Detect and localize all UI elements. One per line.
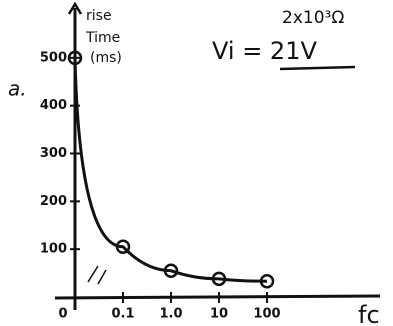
x-tick-label: 10 bbox=[210, 307, 228, 322]
point bbox=[163, 263, 179, 278]
axis-arrow bbox=[67, 1, 83, 15]
point bbox=[259, 273, 275, 289]
resistance: 2x10³Ω bbox=[282, 8, 344, 28]
x-axis bbox=[54, 294, 381, 300]
y-tick-label: 500 bbox=[40, 50, 67, 65]
x-tick-label: 0 bbox=[58, 307, 67, 322]
curve bbox=[73, 57, 268, 283]
x-tick-label: 1.0 bbox=[159, 307, 182, 322]
y-tick-label: 200 bbox=[40, 194, 67, 209]
y-tick-label: 100 bbox=[40, 242, 67, 257]
point bbox=[211, 271, 227, 287]
x-tick-label: 100 bbox=[253, 307, 280, 322]
x-axis-label: fc bbox=[358, 301, 380, 326]
y-axis-label: rise bbox=[86, 8, 112, 24]
scribble bbox=[87, 265, 107, 285]
underline bbox=[279, 65, 356, 71]
y-axis-label: (ms) bbox=[90, 50, 122, 66]
y-axis-label: Time bbox=[85, 30, 120, 46]
point bbox=[67, 50, 83, 66]
voltage: Vi = 21V bbox=[212, 37, 317, 65]
point bbox=[115, 239, 131, 255]
x-tick-label: 0.1 bbox=[111, 307, 134, 322]
y-tick-label: 300 bbox=[40, 146, 67, 161]
hand-title: rise Time (ms) a. 2x10³Ω Vi = 21V fc bbox=[8, 8, 380, 326]
y-tick-label: 400 bbox=[40, 98, 67, 113]
annotation: a. bbox=[8, 77, 27, 101]
